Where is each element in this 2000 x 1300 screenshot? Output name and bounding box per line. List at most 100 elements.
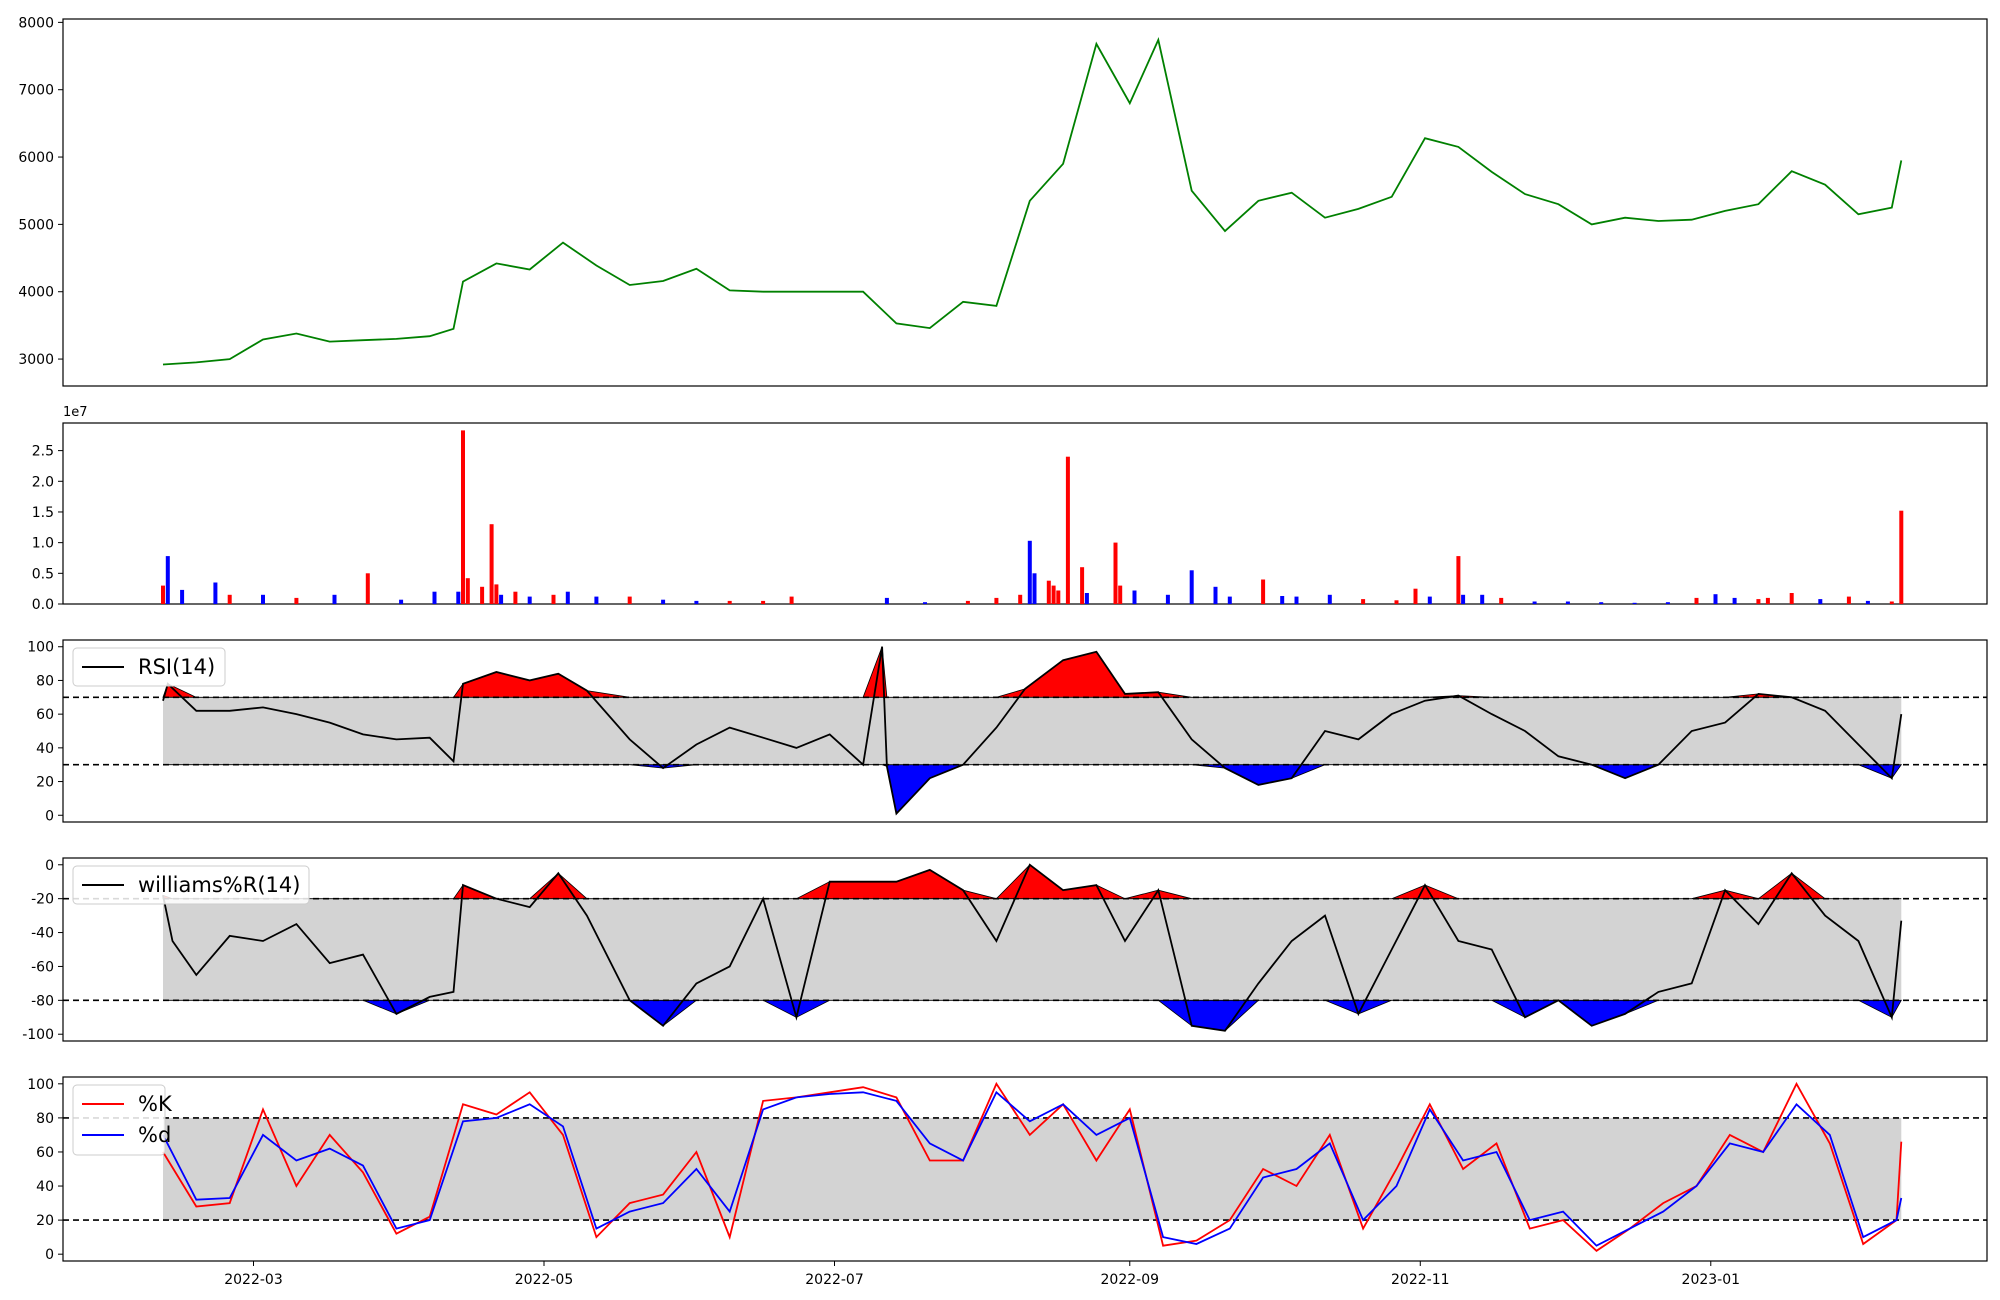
- volume-bar: [661, 599, 666, 604]
- volume-bar: [1294, 596, 1299, 604]
- volume-y-tick-label: 2.5: [32, 444, 54, 460]
- volume-bar: [1565, 601, 1570, 604]
- volume-bar: [1499, 597, 1504, 604]
- williams-legend: williams%R(14): [72, 865, 310, 905]
- x-axis-ticks: 2022-03 2022-05 2022-07 2022-09 2022-11 2023-…: [224, 1261, 1740, 1288]
- volume-bar: [456, 591, 461, 604]
- volume-y-tick-label: 2.0: [32, 474, 54, 490]
- volume-bar: [261, 594, 265, 604]
- williams-legend-box: [72, 865, 310, 905]
- price-y-tick-label: 6000: [18, 150, 54, 166]
- price-marks: [162, 37, 1903, 366]
- volume-bar: [1865, 600, 1870, 604]
- stochastic-plot-frame: [62, 1076, 1988, 1262]
- volume-bar: [1632, 602, 1637, 604]
- williams-legend-label: williams%R(14): [138, 873, 300, 897]
- volume-bar: [727, 600, 732, 604]
- volume-bar: [1413, 588, 1418, 604]
- price-y-tick-label: 5000: [18, 217, 54, 233]
- volume-bar: [1694, 597, 1699, 604]
- rsi-plot-frame: [62, 639, 1988, 823]
- stochastic-neutral-band: [163, 1117, 1902, 1221]
- volume-bar: [213, 582, 218, 604]
- williams-plot-frame: [62, 857, 1988, 1042]
- volume-bar: [494, 584, 499, 604]
- volume-bar: [1789, 593, 1794, 604]
- volume-bar: [399, 599, 404, 604]
- rsi-panel: 0 20 40 60 80 100 RSI(14): [27, 639, 1988, 824]
- volume-bar: [994, 597, 999, 604]
- volume-y-tick-label: 0.0: [32, 597, 54, 613]
- volume-bar: [227, 594, 232, 604]
- volume-bar: [1165, 594, 1170, 604]
- volume-bar: [1456, 556, 1461, 604]
- rsi-legend-label: RSI(14): [138, 655, 215, 679]
- x-tick-label: 2022-07: [805, 1272, 864, 1288]
- volume-bar: [1899, 510, 1904, 604]
- stochastic-y-tick-label: 20: [36, 1213, 54, 1229]
- rsi-y-tick-label: 0: [45, 808, 54, 824]
- williams-oversold-fill: [163, 999, 1902, 1032]
- volume-bar: [165, 556, 170, 604]
- volume-bar: [1732, 597, 1737, 604]
- price-y-tick-label: 3000: [18, 352, 54, 368]
- volume-bar: [1032, 573, 1037, 604]
- stochastic-panel: 0 20 40 60 80 100 %K %d 2022-03 2022-05 2022-07…: [27, 1076, 1988, 1288]
- x-tick-label: 2022-03: [224, 1272, 283, 1288]
- price-line: [162, 37, 1903, 366]
- volume-plot-frame: [62, 422, 1988, 605]
- volume-bar: [1361, 599, 1366, 604]
- volume-bar: [551, 594, 556, 604]
- volume-bar: [594, 596, 599, 604]
- volume-bar: [480, 586, 485, 604]
- williams-y-tick-label: -40: [31, 926, 54, 942]
- volume-scale-label: 1e7: [63, 405, 88, 420]
- williams-neutral-band: [163, 898, 1902, 1001]
- stochastic-marks: [63, 1081, 1987, 1252]
- williams-y-tick-label: 0: [45, 858, 54, 874]
- volume-bar: [432, 591, 437, 604]
- volume-bar: [461, 430, 465, 604]
- volume-bar: [465, 578, 470, 604]
- volume-bar: [1818, 599, 1823, 604]
- stochastic-y-tick-label: 0: [45, 1247, 54, 1263]
- volume-bar: [1018, 594, 1023, 604]
- volume-bar: [1051, 585, 1056, 604]
- stochastic-y-tick-label: 60: [36, 1145, 54, 1161]
- volume-bar: [294, 597, 299, 604]
- volume-bar: [1599, 602, 1604, 604]
- rsi-y-tick-label: 80: [36, 673, 54, 689]
- rsi-line: [162, 646, 1903, 816]
- williams-y-ticks: 0 -20 -40 -60 -80 -100: [22, 858, 63, 1043]
- volume-bar: [1080, 567, 1085, 604]
- volume-bar: [1113, 542, 1118, 604]
- volume-y-tick-label: 0.5: [32, 566, 54, 582]
- volume-bar: [1027, 540, 1032, 604]
- volume-bar: [1480, 594, 1485, 604]
- price-plot-frame: [62, 18, 1988, 387]
- x-tick-label: 2023-01: [1682, 1272, 1741, 1288]
- stochastic-legend-label-k: %K: [138, 1092, 173, 1116]
- volume-bar: [965, 600, 970, 604]
- volume-bar: [499, 594, 504, 604]
- volume-y-ticks: 0.0 0.5 1.0 1.5 2.0 2.5: [32, 444, 63, 613]
- williams-marks: [63, 863, 1987, 1032]
- stochastic-y-tick-label: 100: [27, 1077, 54, 1093]
- rsi-y-tick-label: 100: [27, 640, 54, 656]
- rsi-overbought-fill: [162, 646, 1902, 698]
- volume-bar: [789, 596, 794, 604]
- rsi-legend: RSI(14): [72, 647, 226, 687]
- volume-bar: [1132, 590, 1137, 604]
- x-tick-label: 2022-05: [515, 1272, 574, 1288]
- x-tick-label: 2022-11: [1391, 1272, 1450, 1288]
- price-y-tick-label: 4000: [18, 285, 54, 301]
- williams-overbought-fill: [162, 864, 1902, 900]
- volume-y-tick-label: 1.5: [32, 505, 54, 521]
- rsi-y-tick-label: 60: [36, 707, 54, 723]
- volume-bar: [332, 594, 337, 604]
- williams-y-tick-label: -80: [31, 993, 54, 1009]
- volume-bar: [1213, 586, 1218, 604]
- volume-bar: [1065, 456, 1070, 604]
- stochastic-legend: %K %d: [72, 1084, 173, 1156]
